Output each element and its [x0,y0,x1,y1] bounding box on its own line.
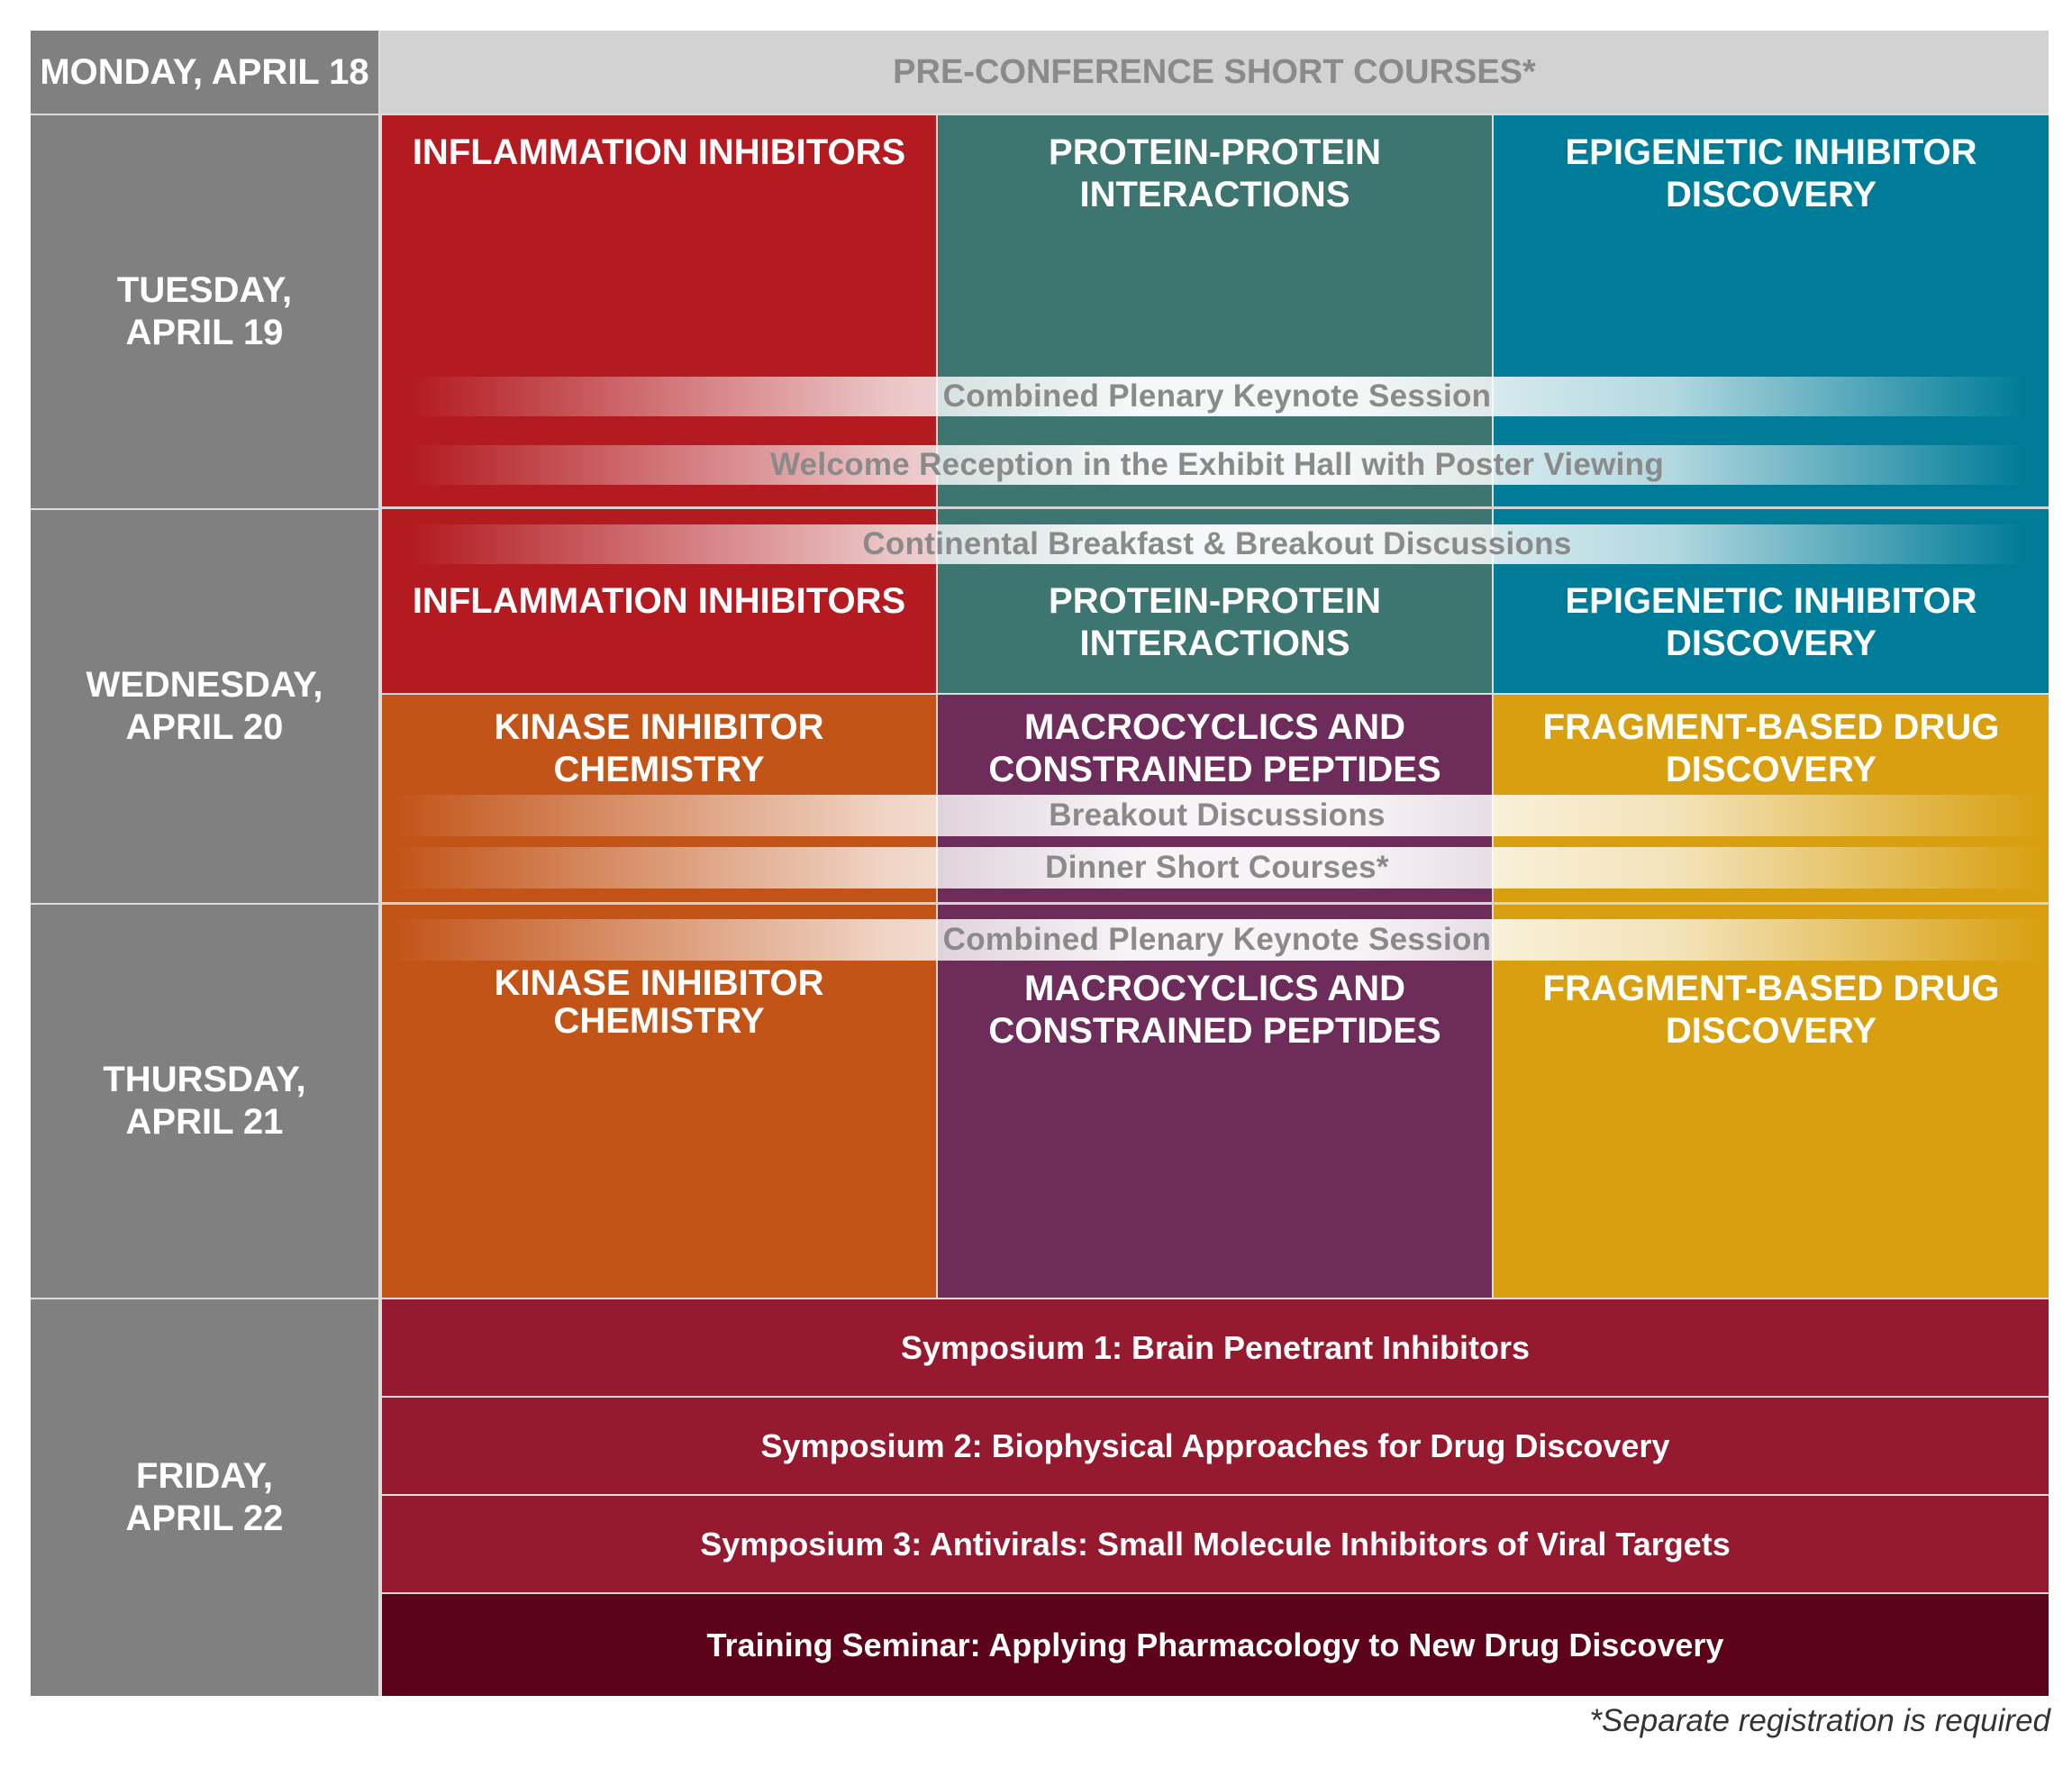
track-title-ppi-wed: PROTEIN-PROTEIN INTERACTIONS [1049,581,1381,663]
schedule-grid: MONDAY, APRIL 18 PRE-CONFERENCE SHORT CO… [31,31,2049,1696]
day-monday: MONDAY, APRIL 18 [31,31,380,114]
band-thu-keynote: Combined Plenary Keynote Session [391,919,2043,961]
day-friday-label: FRIDAY, APRIL 22 [125,1456,284,1538]
track-title-fragment-wed: FRAGMENT-BASED DRUG DISCOVERY [1542,707,2000,789]
band-tue-keynote: Combined Plenary Keynote Session [409,377,2025,416]
friday-training-seminar: Training Seminar: Applying Pharmacology … [382,1594,2049,1696]
track-title-kinase-wed: KINASE INHIBITOR CHEMISTRY [494,707,824,789]
day-wednesday: WEDNESDAY, APRIL 20 [31,510,380,903]
day-monday-label: MONDAY, APRIL 18 [40,51,369,92]
day-thursday: THURSDAY, APRIL 21 [31,905,380,1298]
pre-conference-bar: PRE-CONFERENCE SHORT COURSES* [380,31,2049,114]
track-title-epigenetic-tue: EPIGENETIC INHIBITOR DISCOVERY [1565,132,1977,214]
day-thursday-label: THURSDAY, APRIL 21 [103,1060,306,1142]
friday-session-1: Symposium 1: Brain Penetrant Inhibitors [382,1299,2049,1396]
day-tuesday: TUESDAY, APRIL 19 [31,115,380,508]
day-wednesday-label: WEDNESDAY, APRIL 20 [86,665,323,747]
day-divider [382,902,2049,905]
footnote: *Separate registration is required [1589,1703,2050,1738]
band-tue-reception: Welcome Reception in the Exhibit Hall wi… [409,445,2025,485]
day-divider [382,506,2049,509]
track-title-kinase-thu: KINASE INHIBITOR CHEMISTRY [494,963,824,1041]
track-title-macrocyclics-thu: MACROCYCLICS AND CONSTRAINED PEPTIDES [988,969,1441,1051]
track-title-ppi-tue: PROTEIN-PROTEIN INTERACTIONS [1049,132,1381,214]
friday-session-2: Symposium 2: Biophysical Approaches for … [382,1398,2049,1494]
track-title-macrocyclics-wed: MACROCYCLICS AND CONSTRAINED PEPTIDES [988,707,1441,789]
day-friday: FRIDAY, APRIL 22 [31,1299,380,1696]
day-tuesday-label: TUESDAY, APRIL 19 [116,270,293,352]
friday-session-3: Symposium 3: Antivirals: Small Molecule … [382,1496,2049,1592]
band-wed-breakfast: Continental Breakfast & Breakout Discuss… [409,524,2025,564]
track-title-epigenetic-wed: EPIGENETIC INHIBITOR DISCOVERY [1565,581,1977,663]
band-wed-dinner: Dinner Short Courses* [391,847,2043,888]
pre-conference-label: PRE-CONFERENCE SHORT COURSES* [893,52,1536,91]
band-wed-breakout: Breakout Discussions [391,795,2043,836]
track-title-inflammation-tue: INFLAMMATION INHIBITORS [412,132,906,172]
track-title-inflammation-wed: INFLAMMATION INHIBITORS [412,581,906,621]
track-title-fragment-thu: FRAGMENT-BASED DRUG DISCOVERY [1542,969,2000,1051]
